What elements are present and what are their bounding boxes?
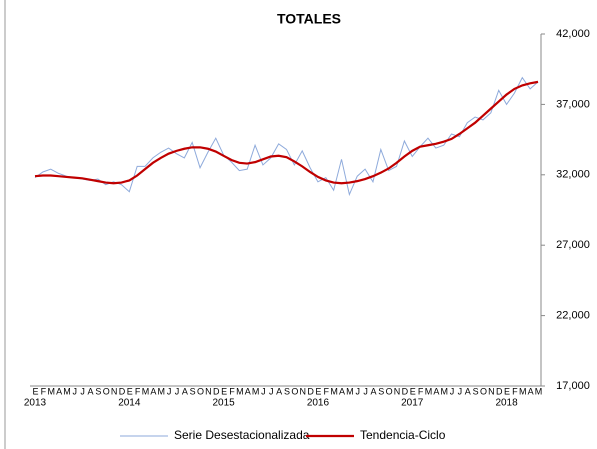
y-tick-label: 17,000 [556,380,590,392]
y-tick-label: 27,000 [556,239,590,251]
x-tick-label: S [473,386,479,396]
x-tick-label: D [119,386,126,396]
x-tick-label: F [512,386,518,396]
x-tick-label: S [95,386,101,396]
x-tick-label: J [355,386,359,396]
x-tick-label: O [291,386,298,396]
x-tick-label: E [127,386,133,396]
x-tick-label: M [425,386,432,396]
x-tick-label: O [197,386,204,396]
year-label: 2014 [118,398,141,409]
x-tick-label: S [190,386,196,396]
x-tick-label: F [41,386,47,396]
chart-title: TOTALES [277,11,341,27]
year-label: 2013 [24,398,47,409]
x-tick-label: F [135,386,141,396]
x-tick-label: O [386,386,393,396]
x-tick-label: E [32,386,38,396]
y-tick-label: 32,000 [556,169,590,181]
x-tick-label: J [80,386,84,396]
x-tick-label: D [307,386,314,396]
x-tick-label: N [111,386,117,396]
x-tick-label: D [496,386,503,396]
x-tick-label: M [236,386,243,396]
x-tick-label: E [504,386,510,396]
legend-label: Serie Desestacionalizada [174,428,310,442]
x-tick-label: J [450,386,454,396]
x-tick-label: N [299,386,305,396]
y-tick-label: 42,000 [556,28,590,40]
x-tick-label: N [488,386,494,396]
x-tick-label: D [213,386,220,396]
x-tick-label: M [47,386,54,396]
x-tick-label: J [363,386,367,396]
x-tick-label: J [175,386,179,396]
x-tick-label: A [433,386,439,396]
x-tick-label: A [245,386,251,396]
x-tick-label: J [269,386,273,396]
x-tick-label: M [63,386,70,396]
y-tick-label: 37,000 [556,98,590,110]
x-tick-label: A [528,386,534,396]
year-label: 2016 [307,398,330,409]
x-tick-label: E [221,386,227,396]
x-tick-label: N [394,386,400,396]
x-tick-label: J [261,386,265,396]
year-label: 2017 [401,398,424,409]
x-tick-label: A [88,386,94,396]
x-tick-label: M [346,386,353,396]
x-tick-label: J [458,386,462,396]
x-tick-label: M [330,386,337,396]
x-tick-label: F [229,386,235,396]
year-label: 2015 [213,398,236,409]
series-line [34,80,539,185]
x-tick-label: O [103,386,110,396]
x-tick-label: M [519,386,526,396]
x-tick-label: M [252,386,259,396]
x-tick-label: M [440,386,447,396]
x-tick-label: S [378,386,384,396]
x-tick-label: E [315,386,321,396]
x-tick-label: A [465,386,471,396]
x-tick-label: D [402,386,409,396]
x-tick-label: F [418,386,424,396]
x-tick-label: M [158,386,165,396]
x-tick-label: J [73,386,77,396]
x-tick-label: A [150,386,156,396]
x-tick-label: E [410,386,416,396]
x-tick-label: J [167,386,171,396]
x-tick-label: F [324,386,330,396]
x-tick-label: N [205,386,211,396]
x-tick-label: O [480,386,487,396]
y-tick-label: 22,000 [556,310,590,322]
x-tick-label: S [284,386,290,396]
legend-label: Tendencia-Ciclo [360,428,446,442]
x-tick-label: A [370,386,376,396]
x-tick-label: A [276,386,282,396]
year-label: 2018 [495,398,518,409]
x-tick-label: A [182,386,188,396]
x-tick-label: A [339,386,345,396]
x-tick-label: A [56,386,62,396]
x-tick-label: M [535,386,542,396]
x-tick-label: M [142,386,149,396]
